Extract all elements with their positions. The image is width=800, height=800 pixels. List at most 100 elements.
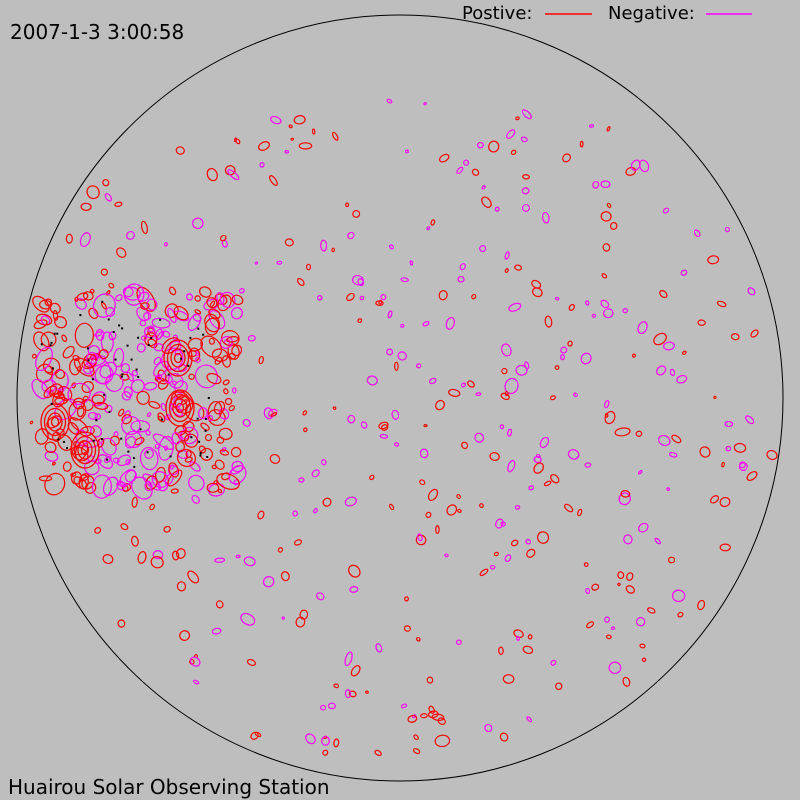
contour <box>171 380 177 386</box>
contour <box>427 488 439 501</box>
contour <box>416 363 422 369</box>
contour <box>525 539 532 545</box>
contour <box>332 406 337 411</box>
contour <box>638 522 649 533</box>
contour <box>143 326 156 339</box>
dot <box>202 333 205 336</box>
contour <box>500 392 510 401</box>
contour <box>284 149 290 154</box>
contour <box>573 392 578 398</box>
contour <box>543 480 552 487</box>
contour <box>352 209 361 218</box>
contour <box>257 510 265 520</box>
dot <box>204 429 207 432</box>
contour <box>121 391 132 401</box>
contour <box>198 445 206 454</box>
contour <box>43 407 67 437</box>
contour <box>378 299 383 305</box>
contour <box>544 315 553 328</box>
contour <box>214 356 223 365</box>
contour <box>250 731 259 740</box>
contour <box>626 572 634 581</box>
contour <box>662 207 670 214</box>
contour <box>697 599 706 611</box>
contour <box>344 496 357 507</box>
dot <box>57 438 60 441</box>
contour <box>120 523 129 531</box>
contour <box>57 434 73 451</box>
contour <box>277 547 284 553</box>
contour <box>724 421 734 428</box>
dot <box>132 457 135 460</box>
contour <box>91 474 112 499</box>
contour <box>671 589 686 603</box>
contour <box>192 217 204 230</box>
dot <box>159 318 162 321</box>
contour <box>73 435 97 465</box>
contour <box>609 221 618 230</box>
contour <box>481 196 492 208</box>
contour <box>102 554 114 565</box>
contour <box>400 703 408 709</box>
contour <box>150 556 164 569</box>
contour <box>52 391 66 408</box>
contour <box>230 307 243 320</box>
contour <box>430 219 436 226</box>
contour <box>586 621 595 629</box>
contour <box>98 349 109 360</box>
contour <box>166 343 190 373</box>
contour <box>136 306 150 322</box>
contour <box>333 683 340 689</box>
contour <box>154 466 166 483</box>
dot <box>169 455 172 458</box>
contour <box>560 346 568 354</box>
contour <box>333 738 340 748</box>
contour <box>40 403 70 441</box>
contour <box>456 166 464 175</box>
contour <box>298 142 313 150</box>
contour <box>746 471 758 481</box>
contour <box>498 646 504 656</box>
contour <box>536 531 550 544</box>
contours <box>29 98 778 756</box>
contour <box>54 316 68 329</box>
contour <box>669 368 676 377</box>
contour <box>115 294 123 302</box>
contour <box>298 477 305 483</box>
contour <box>622 676 631 687</box>
contour <box>663 341 675 351</box>
contour <box>344 651 353 667</box>
contour <box>197 407 208 420</box>
dot <box>100 438 103 441</box>
contour <box>316 592 325 601</box>
contour <box>676 374 688 384</box>
contour <box>228 352 237 360</box>
contour <box>501 343 512 357</box>
contour <box>435 399 445 411</box>
contour <box>550 474 560 484</box>
contour <box>568 303 575 311</box>
contour <box>165 414 171 421</box>
contour <box>502 674 515 684</box>
contour <box>520 136 528 143</box>
contour <box>380 293 387 301</box>
contour <box>88 307 99 320</box>
contour <box>204 313 221 333</box>
contour <box>97 454 114 469</box>
dot <box>79 314 82 317</box>
contour <box>226 336 239 343</box>
dot <box>118 324 121 327</box>
dot <box>107 318 110 321</box>
dot <box>62 440 65 443</box>
contour <box>657 434 671 447</box>
contour <box>276 260 283 265</box>
contour <box>460 382 466 388</box>
contour <box>303 427 308 433</box>
contour <box>302 410 308 416</box>
contour <box>123 386 133 398</box>
contour <box>739 461 746 469</box>
contour <box>388 244 394 250</box>
dot <box>50 402 53 405</box>
dot <box>106 458 109 461</box>
contour <box>507 428 513 437</box>
